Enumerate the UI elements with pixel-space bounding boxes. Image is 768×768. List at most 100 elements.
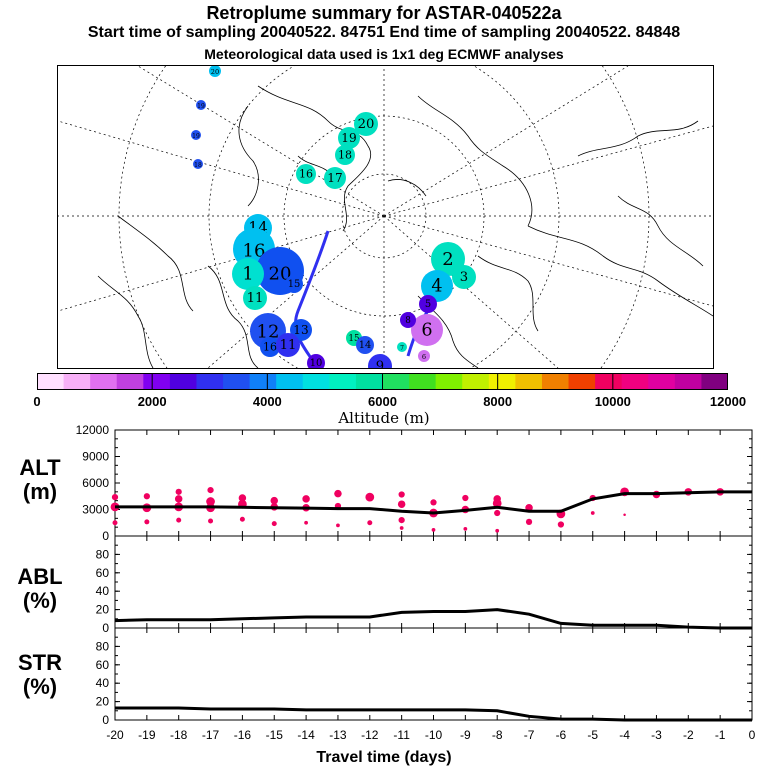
plume-marker-label: 12 bbox=[257, 321, 280, 342]
alt-ylabel-line2: (m) bbox=[22, 479, 58, 504]
plume-marker: 19 bbox=[191, 130, 201, 140]
alt-scatter-point bbox=[336, 523, 340, 528]
alt-scatter-point bbox=[238, 494, 247, 502]
plume-marker: 20 bbox=[209, 66, 221, 77]
plot-canvas: 120009000600030000806040200806040200-20-… bbox=[76, 423, 756, 742]
alt-scatter-point bbox=[525, 518, 533, 525]
alt-scatter-point bbox=[176, 517, 182, 523]
colorbar-swatch bbox=[196, 373, 224, 390]
plume-marker-label: 14 bbox=[359, 340, 372, 351]
alt-scatter-point bbox=[397, 500, 406, 508]
plume-marker-label: 10 bbox=[310, 358, 323, 368]
colorbar-swatch bbox=[515, 373, 543, 390]
altitude-colorbar bbox=[37, 373, 729, 390]
plume-marker-label: 16 bbox=[263, 341, 277, 354]
plume-marker-label: 20 bbox=[211, 68, 219, 76]
plume-marker-dot bbox=[335, 145, 355, 165]
chart-title: Retroplume summary for ASTAR-040522a bbox=[206, 3, 562, 23]
alt-scatter-point bbox=[463, 527, 468, 531]
x-tick-label: -5 bbox=[587, 728, 598, 742]
alt-scatter-point bbox=[430, 499, 437, 506]
colorbar-swatch bbox=[595, 373, 623, 390]
y-tick-label: 60 bbox=[96, 658, 110, 672]
colorbar-tick-label: 8000 bbox=[483, 394, 513, 409]
plume-marker-dot bbox=[397, 342, 407, 352]
x-tick-label: -2 bbox=[683, 728, 694, 742]
plume-marker: 14 bbox=[356, 336, 374, 354]
alt-panel-ylabel: ALT (m) bbox=[5, 456, 75, 504]
plume-marker-label: 19 bbox=[341, 131, 356, 145]
x-tick-label: -11 bbox=[393, 728, 410, 742]
plume-marker: 4 bbox=[421, 270, 453, 302]
plume-marker: 18 bbox=[335, 145, 355, 165]
colorbar-tick-label: 12000 bbox=[709, 394, 747, 409]
plume-marker: 5 bbox=[419, 295, 437, 313]
alt-scatter-point bbox=[334, 489, 342, 498]
plume-marker-label: 11 bbox=[280, 338, 297, 353]
plume-marker-dot bbox=[285, 275, 303, 293]
retroplume-map: 20 19 19 18 20 19 18 16 17 14 16 20 1 11 15 13 12 16 11 10 1… bbox=[57, 65, 714, 369]
x-tick-label: -13 bbox=[329, 728, 347, 742]
colorbar-swatch bbox=[37, 373, 65, 390]
str-panel-ylabel: STR (%) bbox=[5, 651, 75, 699]
alt-scatter-point bbox=[398, 491, 405, 498]
colorbar-swatch bbox=[701, 373, 729, 390]
alt-scatter-point bbox=[590, 511, 595, 515]
abl-ylabel-line1: ABL bbox=[17, 564, 63, 589]
plume-marker: 9 bbox=[368, 354, 392, 368]
x-tick-label: -9 bbox=[460, 728, 471, 742]
x-tick-label: -10 bbox=[425, 728, 443, 742]
plume-marker: 6 bbox=[411, 314, 443, 346]
colorbar-swatch bbox=[302, 373, 330, 390]
y-tick-label: 3000 bbox=[82, 503, 109, 517]
plume-marker-dot bbox=[411, 314, 443, 346]
plume-marker-dot bbox=[307, 354, 325, 368]
plume-marker-label: 18 bbox=[338, 149, 352, 162]
plume-marker: 18 bbox=[193, 159, 203, 169]
plume-marker: 16 bbox=[260, 337, 280, 357]
colorbar-label: Altitude (m) bbox=[338, 409, 430, 427]
plume-marker: 3 bbox=[452, 265, 476, 289]
y-tick-label: 20 bbox=[96, 603, 110, 617]
plume-marker-dot bbox=[193, 159, 203, 169]
plume-marker-dot bbox=[356, 336, 374, 354]
alt-scatter-point bbox=[304, 520, 308, 525]
plume-marker: 15 bbox=[285, 275, 303, 293]
alt-scatter-point bbox=[367, 520, 373, 526]
plume-marker: 11 bbox=[243, 286, 267, 310]
plume-marker-dot bbox=[419, 295, 437, 313]
y-tick-label: 12000 bbox=[76, 423, 110, 437]
colorbar-swatch bbox=[116, 373, 144, 390]
alt-scatter-point bbox=[365, 492, 375, 502]
alt-scatter-point bbox=[208, 518, 214, 524]
plume-marker-dot bbox=[324, 167, 346, 189]
alt-scatter-point bbox=[623, 513, 626, 517]
plume-marker-label: 16 bbox=[243, 240, 266, 261]
alt-ylabel-line1: ALT bbox=[19, 455, 61, 480]
colorbar-swatch bbox=[648, 373, 676, 390]
x-tick-label: -6 bbox=[556, 728, 567, 742]
plume-marker-dot bbox=[431, 242, 465, 276]
panel-frame bbox=[114, 627, 753, 721]
alt-scatter-point bbox=[271, 521, 277, 527]
alt-scatter-point bbox=[144, 519, 150, 525]
colorbar-swatch bbox=[249, 373, 277, 390]
plume-marker-dot bbox=[276, 333, 300, 357]
colorbar-swatch bbox=[90, 373, 118, 390]
alt-scatter-point bbox=[175, 488, 182, 495]
time-series-panels: 12000 9000 6000 3000 0 80 60 40 20 0 80 60 40 20 0 -20-… bbox=[0, 420, 768, 755]
plume-marker-dot bbox=[196, 100, 206, 110]
x-tick-label: -17 bbox=[202, 728, 220, 742]
plume-marker-label: 1 bbox=[242, 265, 253, 285]
colorbar-canvas bbox=[37, 373, 729, 390]
plume-marker: 11 bbox=[276, 333, 300, 357]
colorbar-swatch bbox=[276, 373, 304, 390]
colorbar-swatch bbox=[223, 373, 251, 390]
y-tick-label: 6000 bbox=[82, 476, 109, 490]
plume-marker-label: 15 bbox=[288, 279, 301, 290]
y-tick-label: 0 bbox=[102, 621, 109, 635]
plume-marker-label: 2 bbox=[442, 249, 453, 270]
plume-marker: 2 bbox=[431, 242, 465, 276]
plume-marker-label: 16 bbox=[299, 168, 313, 181]
